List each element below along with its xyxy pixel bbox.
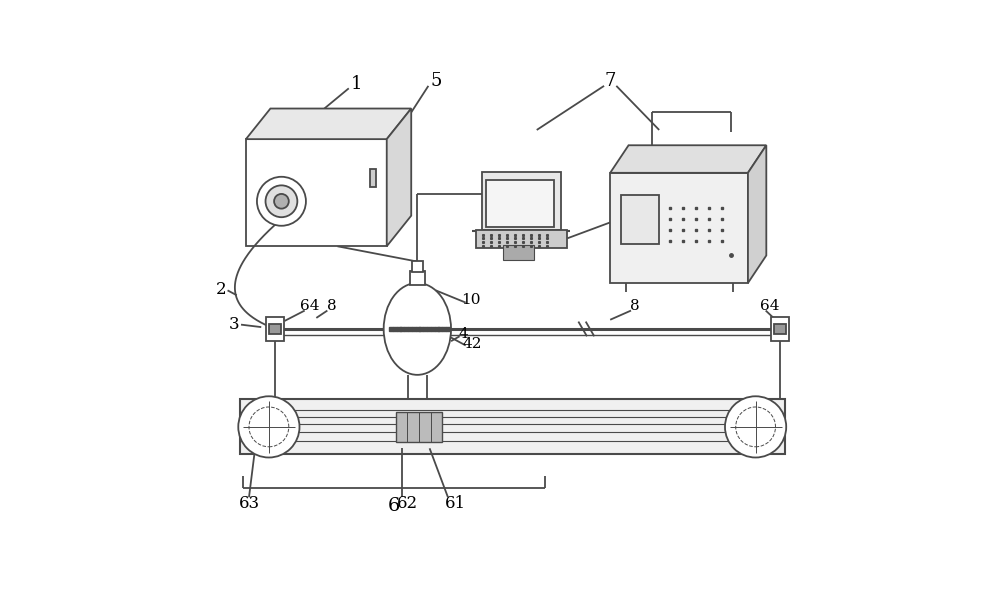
Text: 6: 6: [388, 498, 400, 515]
Bar: [412, 261, 423, 272]
Bar: [610, 173, 748, 283]
Text: 2: 2: [216, 280, 227, 298]
Text: 10: 10: [461, 293, 480, 307]
Bar: [410, 271, 425, 285]
Text: 63: 63: [238, 495, 260, 512]
Bar: [503, 245, 534, 260]
Bar: [266, 317, 284, 341]
Bar: [482, 172, 561, 231]
Bar: [269, 324, 281, 334]
Text: 62: 62: [396, 495, 418, 512]
Text: 7: 7: [605, 72, 616, 90]
Bar: [246, 139, 387, 246]
Polygon shape: [748, 145, 766, 283]
Bar: [286, 408, 739, 442]
Text: 3: 3: [228, 316, 239, 333]
Bar: [774, 324, 786, 334]
Bar: [621, 196, 659, 244]
Polygon shape: [610, 145, 766, 173]
Text: 64: 64: [760, 300, 779, 313]
Text: 1: 1: [350, 75, 362, 93]
Text: 4: 4: [458, 327, 468, 341]
Text: 64: 64: [300, 300, 320, 313]
Text: 8: 8: [630, 300, 640, 313]
Bar: [396, 412, 442, 442]
Bar: [771, 317, 789, 341]
Bar: [370, 169, 376, 188]
Bar: [240, 399, 785, 454]
Text: 61: 61: [445, 495, 466, 512]
Polygon shape: [387, 108, 411, 246]
Bar: [476, 231, 567, 248]
Ellipse shape: [384, 283, 451, 375]
Circle shape: [257, 177, 306, 226]
Circle shape: [238, 396, 299, 458]
Text: 5: 5: [430, 72, 441, 90]
Polygon shape: [246, 108, 411, 139]
Bar: [486, 180, 554, 226]
Circle shape: [274, 194, 289, 208]
Circle shape: [725, 396, 786, 458]
Text: 8: 8: [327, 300, 336, 313]
Text: 42: 42: [463, 337, 482, 351]
Circle shape: [266, 185, 297, 217]
